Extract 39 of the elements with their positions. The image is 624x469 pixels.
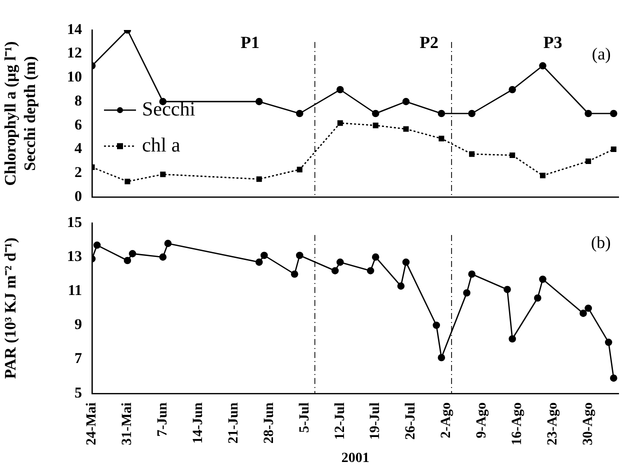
y-axis-title: PAR (10³ KJ m⁻² d⁻¹) [2, 238, 20, 379]
legend-label: chl a [142, 134, 180, 156]
y-tick-label: 4 [74, 141, 82, 158]
legend-label: Secchi [142, 98, 196, 120]
y-tick-label: 8 [74, 93, 82, 110]
x-tick-label: 26-Jul [404, 402, 419, 440]
y-tick-label: 9 [74, 317, 82, 334]
x-tick-label: 9-Ago [474, 402, 490, 438]
annotation: (a) [592, 44, 611, 64]
y-tick-label: 0 [74, 188, 82, 205]
x-tick-label: 16-Ago [510, 402, 526, 446]
y-tick-label: 2 [74, 165, 82, 182]
x-tick-label: 28-Jun [262, 402, 277, 444]
x-tick-label: 7-Jun [156, 402, 171, 437]
x-tick-label: 5-Jul [297, 402, 312, 433]
y-tick-label: 5 [74, 385, 82, 402]
y-tick-label: 15 [67, 214, 82, 231]
y-axis-title: Chlorophyll a (µg l⁻¹) Secchi depth (m) [2, 41, 39, 186]
y-tick-label: 10 [67, 70, 82, 86]
annotation: P1 [240, 32, 260, 52]
x-tick-label: 30-Ago [580, 402, 596, 446]
x-tick-label: 21-Jun [226, 402, 242, 444]
y-tick-label: 14 [67, 22, 82, 38]
x-tick-label: 24-Mai [84, 402, 100, 446]
x-tick-label: 12-Jul [332, 402, 348, 440]
annotation: P3 [543, 32, 562, 52]
y-tick-label: 6 [74, 117, 82, 134]
x-tick-label: 2-Ago [439, 402, 454, 438]
y-tick-label: 13 [67, 248, 82, 265]
x-tick-label: 14-Jun [190, 402, 206, 444]
x-tick-label: 31-Mai [120, 402, 136, 446]
y-tick-label: 7 [74, 351, 82, 368]
y-tick-label: 12 [67, 46, 82, 62]
x-tick-label: 23-Ago [545, 402, 560, 446]
x-axis-title: 2001 [341, 451, 370, 466]
annotation: (b) [590, 232, 611, 252]
x-tick-label: 19-Jul [368, 402, 384, 440]
annotation: P2 [420, 32, 439, 52]
y-tick-label: 11 [68, 283, 82, 300]
